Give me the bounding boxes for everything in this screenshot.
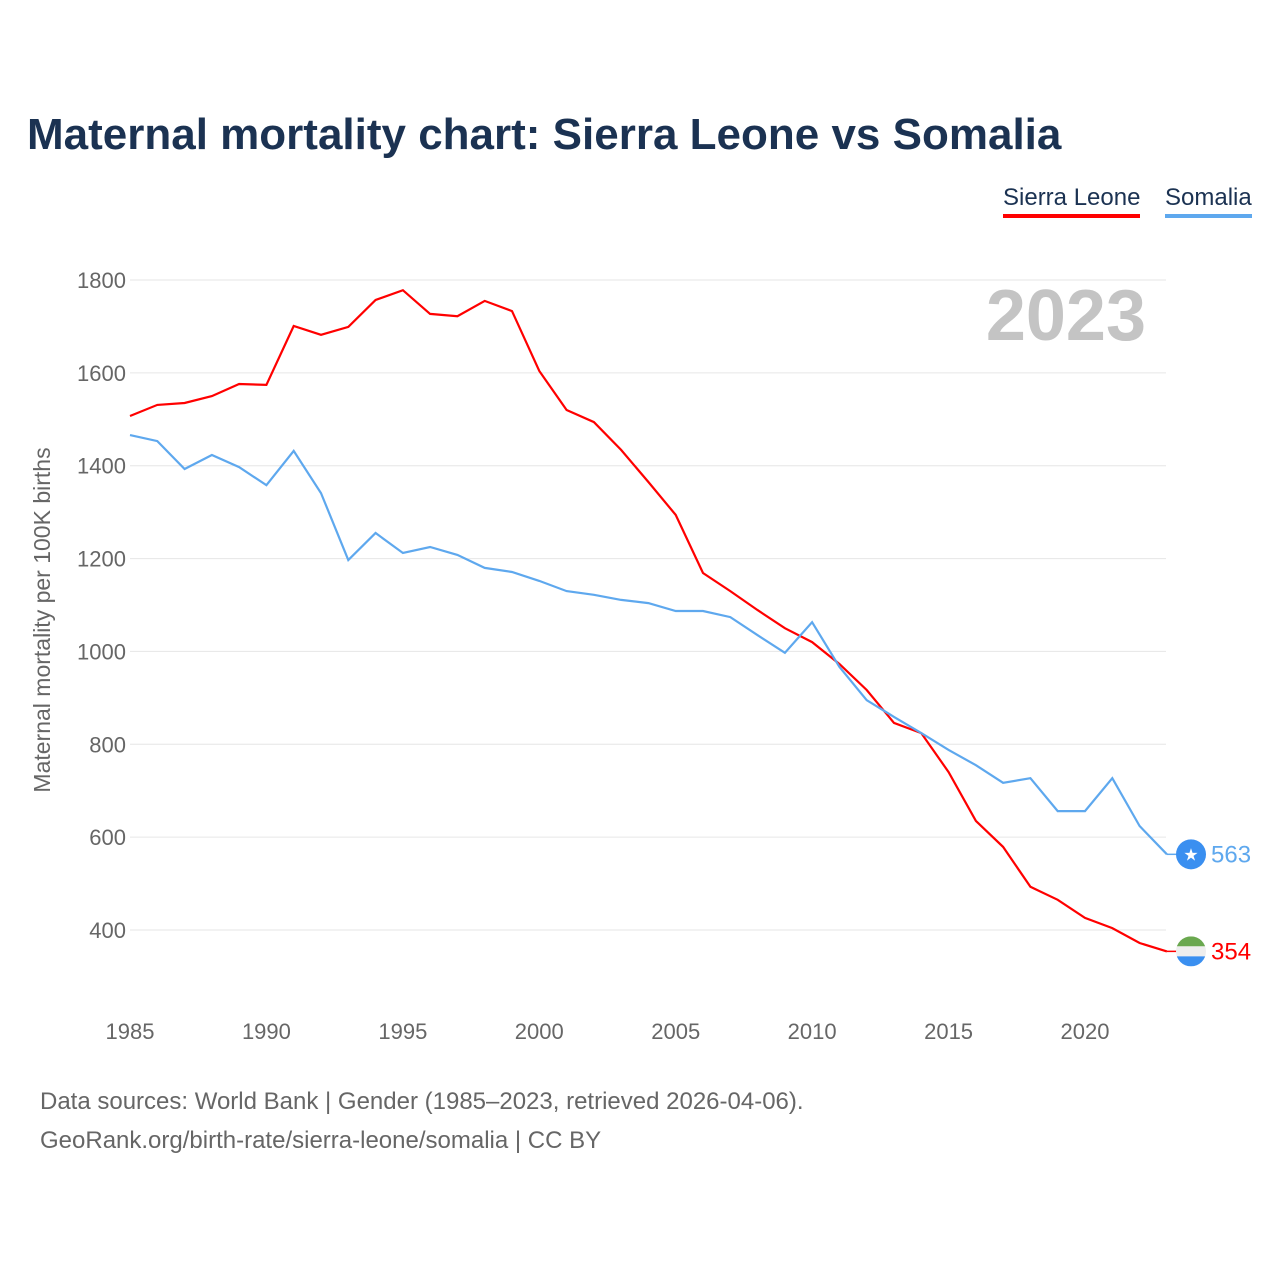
somalia-flag-icon (1176, 839, 1206, 870)
sierra-leone-flag-icon (1176, 946, 1206, 957)
x-tick-label: 2020 (1061, 1019, 1110, 1044)
footer-attribution: GeoRank.org/birth-rate/sierra-leone/soma… (40, 1127, 602, 1154)
y-tick-label: 1600 (77, 361, 126, 386)
end-value-label: 354 (1211, 938, 1251, 965)
x-tick-label: 1990 (242, 1019, 291, 1044)
sierra-leone-flag-icon (1176, 936, 1206, 947)
y-tick-label: 600 (89, 825, 126, 850)
sierra-leone-flag-icon (1176, 956, 1206, 967)
year-label: 2023 (986, 276, 1146, 356)
x-tick-label: 2010 (788, 1019, 837, 1044)
series-line-sierra-leone (129, 288, 1168, 953)
footer-sources: Data sources: World Bank | Gender (1985–… (40, 1088, 804, 1115)
legend-somalia[interactable]: Somalia (1165, 184, 1252, 218)
y-tick-label: 1200 (77, 547, 126, 572)
y-tick-label: 800 (89, 732, 126, 757)
chart-title: Maternal mortality chart: Sierra Leone v… (27, 110, 1062, 159)
x-tick-label: 1985 (106, 1019, 155, 1044)
star-icon: ★ (1183, 845, 1198, 864)
y-tick-label: 400 (89, 918, 126, 943)
legend-sierra-leone[interactable]: Sierra Leone (1003, 184, 1141, 218)
series-line-somalia (129, 434, 1168, 856)
y-tick-label: 1400 (77, 454, 126, 479)
y-tick-label: 1000 (77, 639, 126, 664)
x-tick-label: 1995 (378, 1019, 427, 1044)
end-value-label: 563 (1211, 841, 1251, 868)
x-tick-label: 2000 (515, 1019, 564, 1044)
x-tick-label: 2005 (651, 1019, 700, 1044)
y-axis-label: Maternal mortality per 100K births (29, 447, 55, 792)
x-tick-label: 2015 (924, 1019, 973, 1044)
y-tick-label: 1800 (77, 268, 126, 293)
